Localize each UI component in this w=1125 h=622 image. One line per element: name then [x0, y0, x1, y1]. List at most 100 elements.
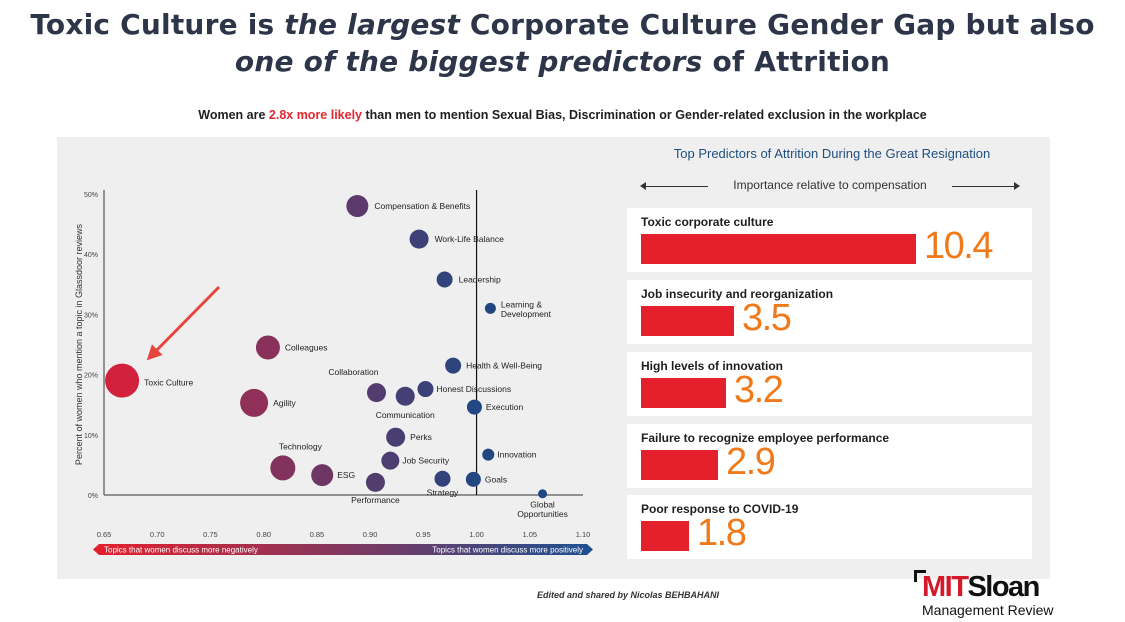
gradient-right-label: Topics that women discuss more positivel…: [432, 546, 583, 555]
y-tick-label: 0%: [88, 493, 98, 500]
predictor-bar: [641, 521, 689, 551]
bubble-label: Collaboration: [328, 367, 378, 377]
bubble: [538, 489, 548, 499]
predictor-label: Poor response to COVID-19: [641, 502, 799, 516]
y-tick-label: 40%: [84, 252, 98, 259]
x-tick-label: 1.05: [522, 530, 537, 539]
predictor-bar: [641, 306, 734, 336]
bubble: [311, 464, 334, 487]
x-tick-label: 0.80: [256, 530, 271, 539]
y-tick-label: 20%: [84, 373, 98, 380]
gradient-arrow-right: [587, 544, 593, 555]
predictor-value: 3.5: [742, 297, 792, 339]
y-tick-label: 50%: [84, 192, 98, 199]
logo-subtitle: Management Review: [922, 602, 1054, 618]
bubble: [365, 472, 385, 492]
predictor-card: Failure to recognize employee performanc…: [627, 424, 1032, 488]
bubble-label: Development: [501, 309, 552, 319]
subtitle-text: than men to mention Sexual Bias, Discrim…: [362, 108, 927, 122]
bubble: [346, 195, 369, 218]
bubble: [482, 448, 495, 461]
callout-arrow-icon: [146, 285, 221, 361]
title-line-2: one of the biggest predictors of Attriti…: [0, 43, 1125, 80]
x-tick-label: 0.65: [97, 530, 112, 539]
x-tick-label: 0.75: [203, 530, 218, 539]
x-tick-label: 0.95: [416, 530, 431, 539]
bubble-label: Work-Life Balance: [435, 234, 505, 244]
title-text: Toxic Culture is: [30, 8, 285, 41]
bubble-label: Opportunities: [517, 509, 568, 519]
bubble: [240, 388, 269, 417]
bubble-scatter-chart: 0% 10% 20% 30% 40% 50% 0.65 0.70 0.75 0.80 0.85 0.9…: [74, 190, 593, 555]
bubble-label: Honest Discussions: [436, 384, 511, 394]
logo-mit: MIT: [922, 571, 969, 603]
predictors-title: Top Predictors of Attrition During the G…: [673, 146, 991, 161]
bubble: [366, 383, 386, 403]
arrow-line: [952, 186, 1016, 187]
bubble: [465, 471, 481, 487]
arrow-line: [644, 186, 708, 187]
bubble: [255, 335, 280, 360]
predictor-label: Job insecurity and reorganization: [641, 287, 834, 301]
y-tick-label: 30%: [84, 312, 98, 319]
logo-sloan: Sloan: [967, 571, 1040, 603]
bubble: [466, 399, 482, 415]
bubble-label: Goals: [485, 474, 507, 484]
x-tick-label: 0.70: [150, 530, 165, 539]
bubble-label: Leadership: [459, 274, 501, 284]
credit-text: Edited and shared by Nicolas BEHBAHANI: [537, 590, 720, 600]
predictor-label: High levels of innovation: [641, 359, 784, 373]
predictor-bar: [641, 378, 726, 408]
bubble: [484, 302, 496, 314]
bubble: [409, 229, 429, 249]
x-tick-label: 0.85: [310, 530, 325, 539]
predictor-card: High levels of innovation 3.2: [627, 352, 1032, 416]
arrow-right-icon: [1014, 182, 1020, 190]
bubble-label: Innovation: [497, 450, 536, 460]
bubble: [434, 470, 451, 487]
x-tick-label: 1.10: [576, 530, 591, 539]
bubble: [445, 357, 462, 374]
page-title: Toxic Culture is the largest Corporate C…: [0, 6, 1125, 80]
subtitle-highlight: 2.8x more likely: [268, 108, 363, 122]
bubble-label: Agility: [273, 398, 296, 408]
bubble: [381, 451, 400, 470]
bubble: [395, 386, 415, 406]
predictor-bar: [641, 234, 916, 264]
bubble-label: ESG: [337, 470, 355, 480]
bubble-label: Job Security: [402, 456, 450, 466]
logo-wordmark: MITSloan: [922, 571, 1040, 603]
bubble-label: Compensation & Benefits: [374, 201, 470, 211]
predictor-bar: [641, 450, 718, 480]
bubble: [417, 381, 434, 398]
predictors-subtitle-text: Importance relative to compensation: [733, 178, 927, 192]
bubble: [105, 363, 140, 398]
title-text: of Attrition: [702, 45, 891, 78]
bubble-label: Strategy: [427, 488, 459, 498]
arrow-left-icon: [640, 182, 646, 190]
bubble: [436, 271, 453, 288]
subtitle-text: Women are: [198, 108, 269, 122]
title-line-1: Toxic Culture is the largest Corporate C…: [0, 6, 1125, 43]
bubble: [386, 427, 406, 447]
y-tick-label: 10%: [84, 433, 98, 440]
bubble-label: Toxic Culture: [144, 378, 193, 388]
title-emphasis: the largest: [284, 8, 460, 41]
predictor-label: Toxic corporate culture: [641, 215, 774, 229]
bubble-label: Communication: [376, 410, 435, 420]
predictor-card: Job insecurity and reorganization 3.5: [627, 280, 1032, 344]
title-emphasis: one of the biggest predictors: [234, 45, 703, 78]
title-text: Corporate Culture Gender Gap but also: [459, 8, 1095, 41]
predictor-card: Poor response to COVID-19 1.8: [627, 495, 1032, 559]
bubble-label: Performance: [351, 495, 400, 505]
subtitle: Women are 2.8x more likely than men to m…: [0, 108, 1125, 122]
x-tick-label: 1.00: [469, 530, 484, 539]
bubble-label: Global: [530, 499, 555, 509]
predictor-card: Toxic corporate culture 10.4: [627, 208, 1032, 272]
y-axis-label: Percent of women who mention a topic in …: [74, 223, 84, 465]
bubble-label: Technology: [279, 441, 323, 451]
gradient-arrow-left: [93, 544, 99, 555]
predictor-value: 2.9: [726, 441, 776, 483]
bubble-label: Colleagues: [285, 343, 328, 353]
gradient-left-label: Topics that women discuss more negativel…: [104, 546, 258, 555]
